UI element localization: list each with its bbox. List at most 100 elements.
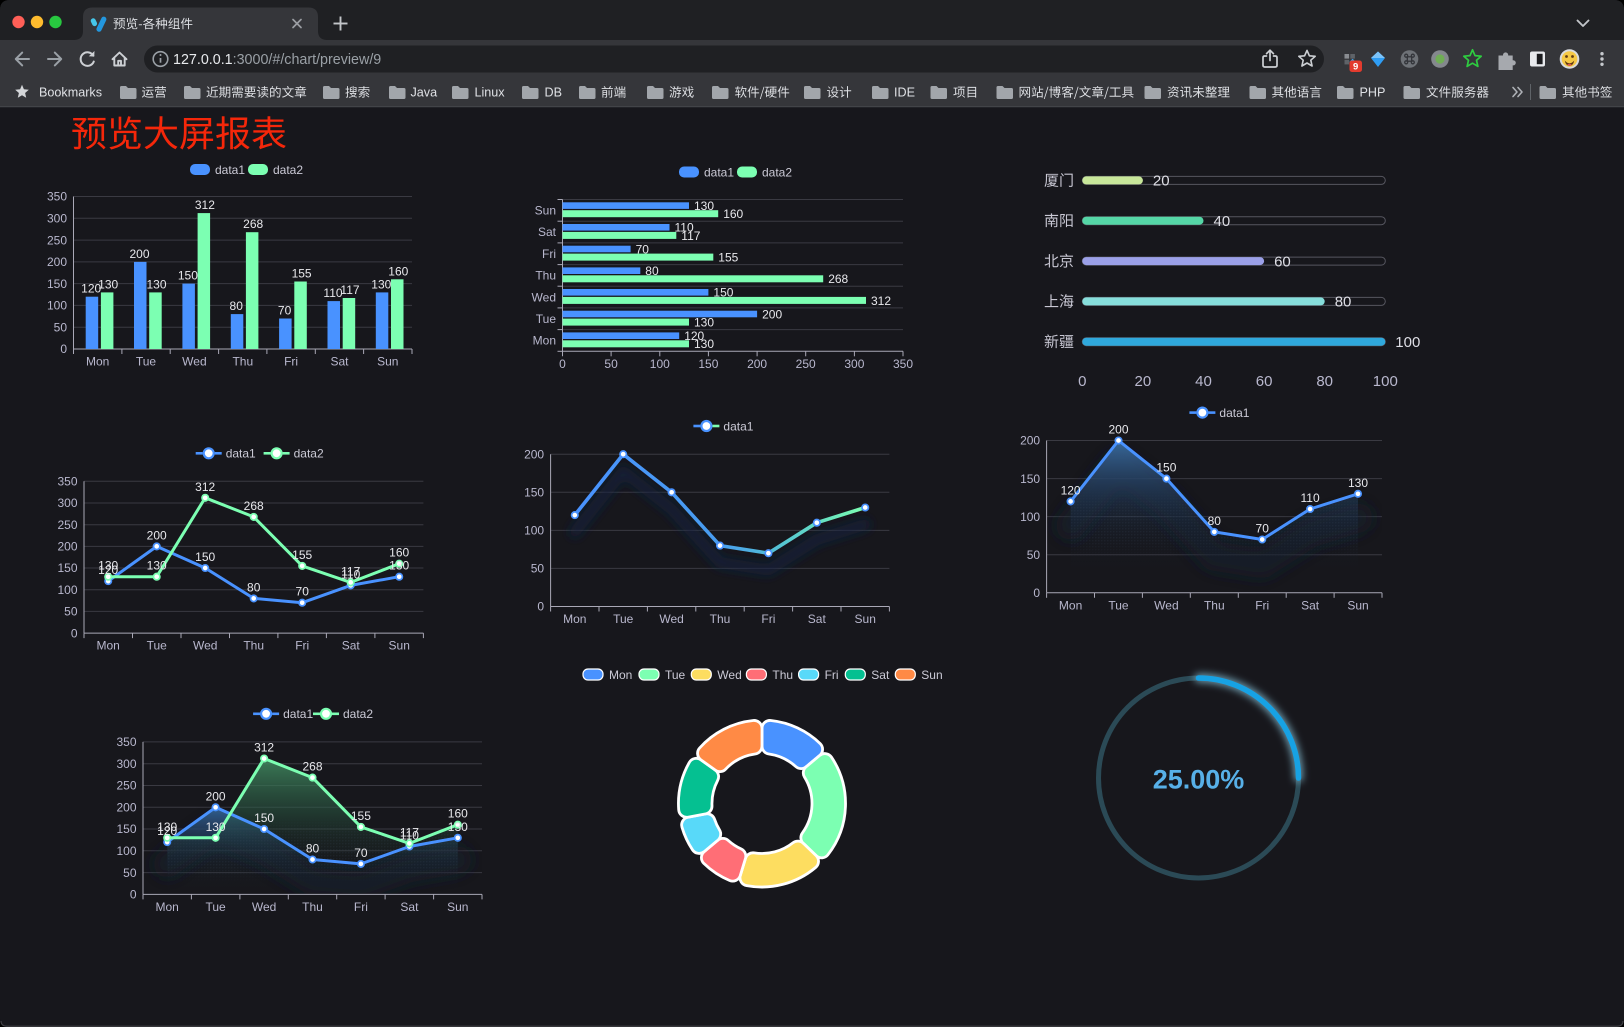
svg-text:Thu: Thu <box>302 900 323 914</box>
svg-text:Linux: Linux <box>475 86 506 100</box>
svg-text:130: 130 <box>147 559 167 573</box>
svg-text:100: 100 <box>57 583 77 597</box>
svg-text:data2: data2 <box>343 707 373 721</box>
svg-text:312: 312 <box>254 741 274 755</box>
svg-text:117: 117 <box>340 283 359 297</box>
svg-text:155: 155 <box>718 251 738 265</box>
svg-text:Tue: Tue <box>613 612 634 626</box>
svg-text:0: 0 <box>60 342 67 356</box>
svg-text:Fri: Fri <box>295 639 309 653</box>
svg-text:200: 200 <box>57 540 77 554</box>
svg-text:250: 250 <box>116 779 136 793</box>
svg-text:Tue: Tue <box>536 312 557 326</box>
svg-text:Sun: Sun <box>447 900 468 914</box>
svg-text:50: 50 <box>123 866 137 880</box>
svg-text:200: 200 <box>1020 434 1040 448</box>
svg-text:80: 80 <box>1208 514 1222 528</box>
svg-text:160: 160 <box>448 807 468 821</box>
svg-text:Fri: Fri <box>825 668 839 682</box>
svg-text:117: 117 <box>681 229 700 243</box>
svg-text:150: 150 <box>524 486 544 500</box>
svg-text:70: 70 <box>278 304 292 318</box>
svg-text:100: 100 <box>116 844 136 858</box>
svg-text:268: 268 <box>244 499 264 513</box>
svg-text:130: 130 <box>694 337 714 351</box>
svg-text:150: 150 <box>57 561 77 575</box>
svg-text:Tue: Tue <box>1108 598 1129 612</box>
svg-text:9: 9 <box>1353 62 1358 73</box>
svg-text:100: 100 <box>1395 334 1420 351</box>
svg-text:Tue: Tue <box>665 668 686 682</box>
svg-text:350: 350 <box>57 475 77 489</box>
svg-text:Sat: Sat <box>871 668 890 682</box>
svg-text:Sun: Sun <box>921 668 942 682</box>
svg-text:117: 117 <box>400 825 419 839</box>
svg-text:Sat: Sat <box>400 900 419 914</box>
svg-text:110: 110 <box>341 567 360 581</box>
svg-text:Wed: Wed <box>182 355 206 369</box>
svg-text:data2: data2 <box>762 165 792 179</box>
svg-text:160: 160 <box>389 546 409 560</box>
svg-text:Sun: Sun <box>377 355 398 369</box>
svg-text:Wed: Wed <box>659 612 683 626</box>
svg-text:data1: data1 <box>215 163 245 177</box>
svg-text:Thu: Thu <box>243 639 264 653</box>
svg-text:Mon: Mon <box>156 900 179 914</box>
svg-text:Thu: Thu <box>1204 598 1225 612</box>
svg-text:50: 50 <box>1027 548 1041 562</box>
svg-text:350: 350 <box>116 735 136 749</box>
svg-text:130: 130 <box>448 820 468 834</box>
svg-text:Sat: Sat <box>330 355 349 369</box>
svg-text:200: 200 <box>747 357 767 371</box>
svg-text:80: 80 <box>230 299 244 313</box>
svg-text:Fri: Fri <box>354 900 368 914</box>
svg-text:Mon: Mon <box>97 639 120 653</box>
svg-text:100: 100 <box>524 524 544 538</box>
svg-text:Mon: Mon <box>86 355 109 369</box>
svg-text:300: 300 <box>47 212 67 226</box>
svg-text:25.00%: 25.00% <box>1153 765 1245 795</box>
svg-text:70: 70 <box>296 585 310 599</box>
svg-text:120: 120 <box>157 824 177 838</box>
svg-text:80: 80 <box>1335 294 1352 311</box>
svg-text:70: 70 <box>636 242 650 256</box>
svg-text:Fri: Fri <box>284 355 298 369</box>
svg-text:120: 120 <box>98 563 118 577</box>
svg-text:130: 130 <box>389 559 409 573</box>
svg-text:IDE: IDE <box>894 86 915 100</box>
svg-text:150: 150 <box>195 550 215 564</box>
svg-text:200: 200 <box>129 247 149 261</box>
svg-text:250: 250 <box>47 233 67 247</box>
svg-text:50: 50 <box>531 562 545 576</box>
svg-text:40: 40 <box>1214 213 1231 230</box>
svg-text:312: 312 <box>871 294 891 308</box>
svg-text:268: 268 <box>828 272 848 286</box>
svg-text:Tue: Tue <box>136 355 157 369</box>
svg-text:Wed: Wed <box>252 900 276 914</box>
svg-text:80: 80 <box>1316 373 1333 390</box>
svg-text:150: 150 <box>116 822 136 836</box>
svg-text:data1: data1 <box>1219 406 1249 420</box>
svg-text:Thu: Thu <box>232 355 253 369</box>
svg-text:150: 150 <box>698 357 718 371</box>
svg-text:0: 0 <box>71 626 78 640</box>
svg-text:50: 50 <box>54 320 68 334</box>
svg-text:0: 0 <box>1033 586 1040 600</box>
svg-text:40: 40 <box>1195 373 1212 390</box>
svg-text:130: 130 <box>371 277 391 291</box>
svg-text:Thu: Thu <box>772 668 793 682</box>
svg-text:200: 200 <box>206 789 226 803</box>
svg-text:Bookmarks: Bookmarks <box>39 86 102 100</box>
svg-text:80: 80 <box>247 580 261 594</box>
svg-text:130: 130 <box>157 820 177 834</box>
svg-text:268: 268 <box>243 217 263 231</box>
svg-text:200: 200 <box>47 255 67 269</box>
svg-text:200: 200 <box>762 307 782 321</box>
svg-text:130: 130 <box>206 820 226 834</box>
svg-text:110: 110 <box>323 286 342 300</box>
svg-text:130: 130 <box>98 559 118 573</box>
svg-text:Sun: Sun <box>855 612 876 626</box>
svg-text:200: 200 <box>1108 423 1128 437</box>
svg-text:312: 312 <box>195 480 215 494</box>
svg-text:268: 268 <box>302 760 322 774</box>
